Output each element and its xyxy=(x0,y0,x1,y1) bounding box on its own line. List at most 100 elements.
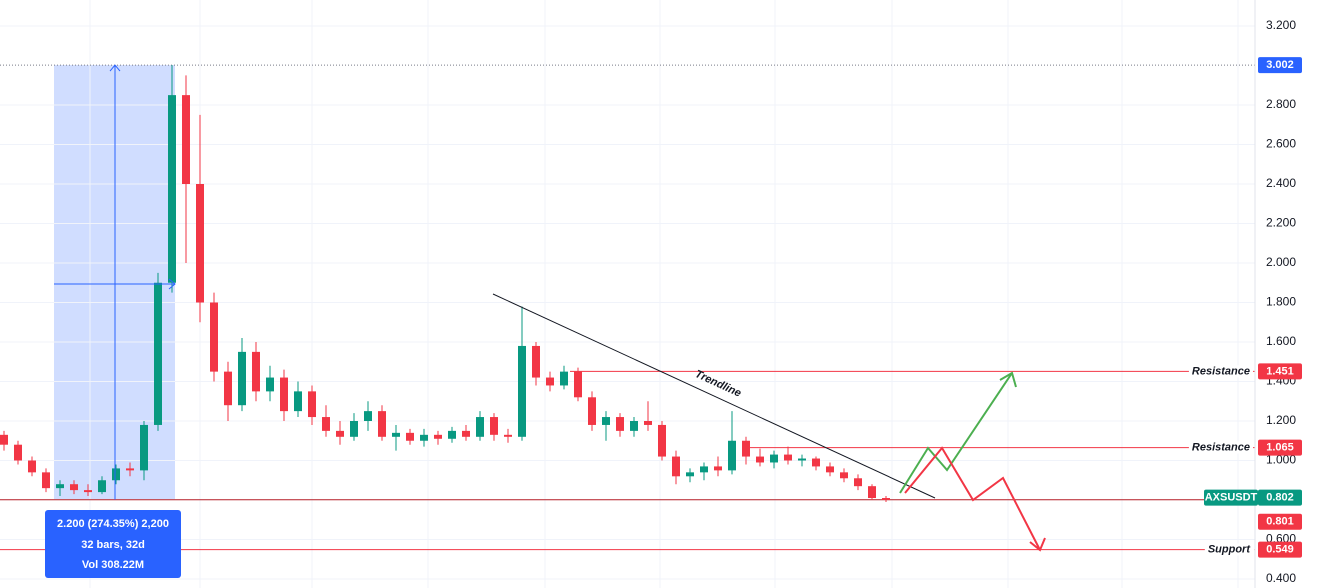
bull-scenario xyxy=(899,372,1013,494)
measure-arrow xyxy=(168,278,176,290)
candle-body xyxy=(756,456,764,463)
price-badge xyxy=(1258,363,1302,380)
price-badge-text: 3.002 xyxy=(1266,59,1294,71)
y-tick-label: 0.400 xyxy=(1266,571,1296,585)
y-tick-label: 1.200 xyxy=(1266,413,1296,427)
candle-body xyxy=(448,430,456,439)
candle-body xyxy=(784,454,792,461)
price-badge-text: 1.451 xyxy=(1266,365,1294,377)
candle-body xyxy=(602,417,610,425)
measure-text: 2.200 (274.35%) 2,200 xyxy=(57,518,169,530)
y-tick-label: 2.400 xyxy=(1266,176,1296,190)
candle-body xyxy=(0,434,8,445)
candle-body xyxy=(490,417,498,435)
candle-body xyxy=(616,417,624,431)
candle-body xyxy=(742,440,750,457)
candle-body xyxy=(196,184,204,303)
candle-body xyxy=(182,95,190,184)
candle-body xyxy=(140,424,148,471)
candle-body xyxy=(434,434,442,439)
level-label-bg xyxy=(1188,441,1253,454)
symbol-badge xyxy=(1204,489,1258,506)
candle-body xyxy=(308,391,316,418)
price-badge xyxy=(1258,489,1302,506)
candle-body xyxy=(126,468,134,471)
y-tick-label: 3.200 xyxy=(1266,18,1296,32)
price-badge xyxy=(1258,541,1302,558)
candle-body xyxy=(42,472,50,489)
candle-body xyxy=(658,424,666,457)
arrow-head xyxy=(1029,537,1046,552)
level-label: Support xyxy=(1208,543,1251,555)
candle-body xyxy=(770,454,778,463)
candle-body xyxy=(154,282,162,425)
candle-body xyxy=(84,490,92,493)
measure-text: 32 bars, 32d xyxy=(81,539,145,551)
level-label-bg xyxy=(1204,543,1255,556)
candle-body xyxy=(406,432,414,441)
candle-body xyxy=(14,444,22,461)
arrow-head xyxy=(999,371,1017,388)
candle-body xyxy=(518,345,526,437)
price-badge-text: 0.802 xyxy=(1266,492,1294,504)
candle-body xyxy=(294,391,302,412)
measure-arrow xyxy=(109,64,121,72)
candle-body xyxy=(840,472,848,479)
candle-body xyxy=(868,486,876,499)
price-badge xyxy=(1258,57,1302,74)
candle-body xyxy=(336,430,344,437)
candle-body xyxy=(168,95,176,283)
price-badge-text: 1.065 xyxy=(1266,442,1294,454)
candle-body xyxy=(882,498,890,500)
level-label-bg xyxy=(1188,365,1253,378)
candle-body xyxy=(686,472,694,477)
candle-body xyxy=(714,466,722,471)
candle-body xyxy=(644,421,652,425)
y-tick-label: 1.800 xyxy=(1266,295,1296,309)
candle-body xyxy=(700,466,708,473)
candle-body xyxy=(364,411,372,421)
candle-body xyxy=(854,478,862,487)
trendline xyxy=(492,293,936,499)
candle-body xyxy=(826,466,834,473)
candle-body xyxy=(112,468,120,481)
price-badge xyxy=(1258,513,1302,530)
price-badge-text: 0.801 xyxy=(1266,516,1294,528)
candle-body xyxy=(476,417,484,437)
candle-body xyxy=(420,434,428,441)
candle-body xyxy=(462,430,470,437)
candle-body xyxy=(350,421,358,437)
candle-body xyxy=(392,432,400,437)
y-tick-label: 2.800 xyxy=(1266,97,1296,111)
price-badge-text: 0.549 xyxy=(1266,543,1294,555)
price-badge xyxy=(1258,439,1302,456)
candle-body xyxy=(98,480,106,493)
level-label: Resistance xyxy=(1192,365,1250,377)
y-tick-label: 1.600 xyxy=(1266,334,1296,348)
y-tick-label: 2.000 xyxy=(1266,255,1296,269)
measure-info xyxy=(45,510,181,578)
candle-body xyxy=(238,351,246,406)
candle-body xyxy=(812,458,820,467)
y-tick-label: 2.200 xyxy=(1266,216,1296,230)
candle-body xyxy=(280,377,288,412)
candle-body xyxy=(728,440,736,471)
candle-body xyxy=(28,460,36,473)
candle-body xyxy=(378,411,386,437)
bear-scenario xyxy=(904,446,1041,551)
candle-body xyxy=(504,434,512,437)
candle-body xyxy=(798,458,806,461)
candle-body xyxy=(630,421,638,431)
candle-body xyxy=(266,377,274,392)
candle-body xyxy=(560,371,568,386)
candle-body xyxy=(252,351,260,392)
candle-body xyxy=(322,417,330,431)
y-tick-label: 2.600 xyxy=(1266,137,1296,151)
candle-body xyxy=(672,456,680,477)
candle-body xyxy=(224,371,232,406)
candle-body xyxy=(532,345,540,378)
candle-body xyxy=(588,397,596,425)
candle-body xyxy=(546,377,554,386)
candle-body xyxy=(56,484,64,489)
